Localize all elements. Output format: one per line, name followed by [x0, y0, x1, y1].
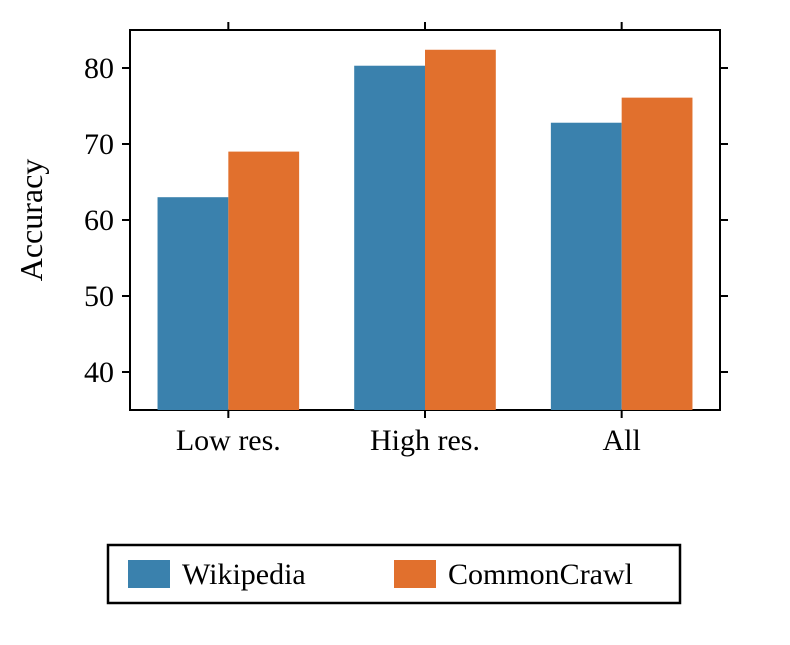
bar	[425, 50, 496, 410]
bar	[551, 123, 622, 410]
y-axis-label: Accuracy	[13, 159, 49, 282]
category-labels: Low res. High res. All	[176, 424, 641, 457]
y-tick-label: 50	[84, 280, 114, 313]
bar-chart-svg: 40 50 60 70 80 Low res. High res. All Accuracy…	[0, 0, 790, 645]
bars-group	[158, 22, 693, 418]
category-label: High res.	[370, 424, 480, 457]
chart-container: 40 50 60 70 80 Low res. High res. All Accuracy…	[0, 0, 790, 645]
y-tick-label: 40	[84, 356, 114, 389]
category-label: All	[602, 424, 640, 457]
legend: Wikipedia CommonCrawl	[108, 545, 680, 603]
bar	[622, 98, 693, 410]
bar	[354, 66, 425, 410]
bar	[158, 197, 229, 410]
y-tick-label: 80	[84, 52, 114, 85]
y-tick-label: 60	[84, 204, 114, 237]
category-label: Low res.	[176, 424, 281, 457]
y-tick-label: 70	[84, 128, 114, 161]
bar	[228, 152, 299, 410]
legend-swatch	[394, 560, 436, 588]
legend-label: Wikipedia	[182, 558, 306, 591]
legend-swatch	[128, 560, 170, 588]
legend-label: CommonCrawl	[448, 558, 633, 591]
